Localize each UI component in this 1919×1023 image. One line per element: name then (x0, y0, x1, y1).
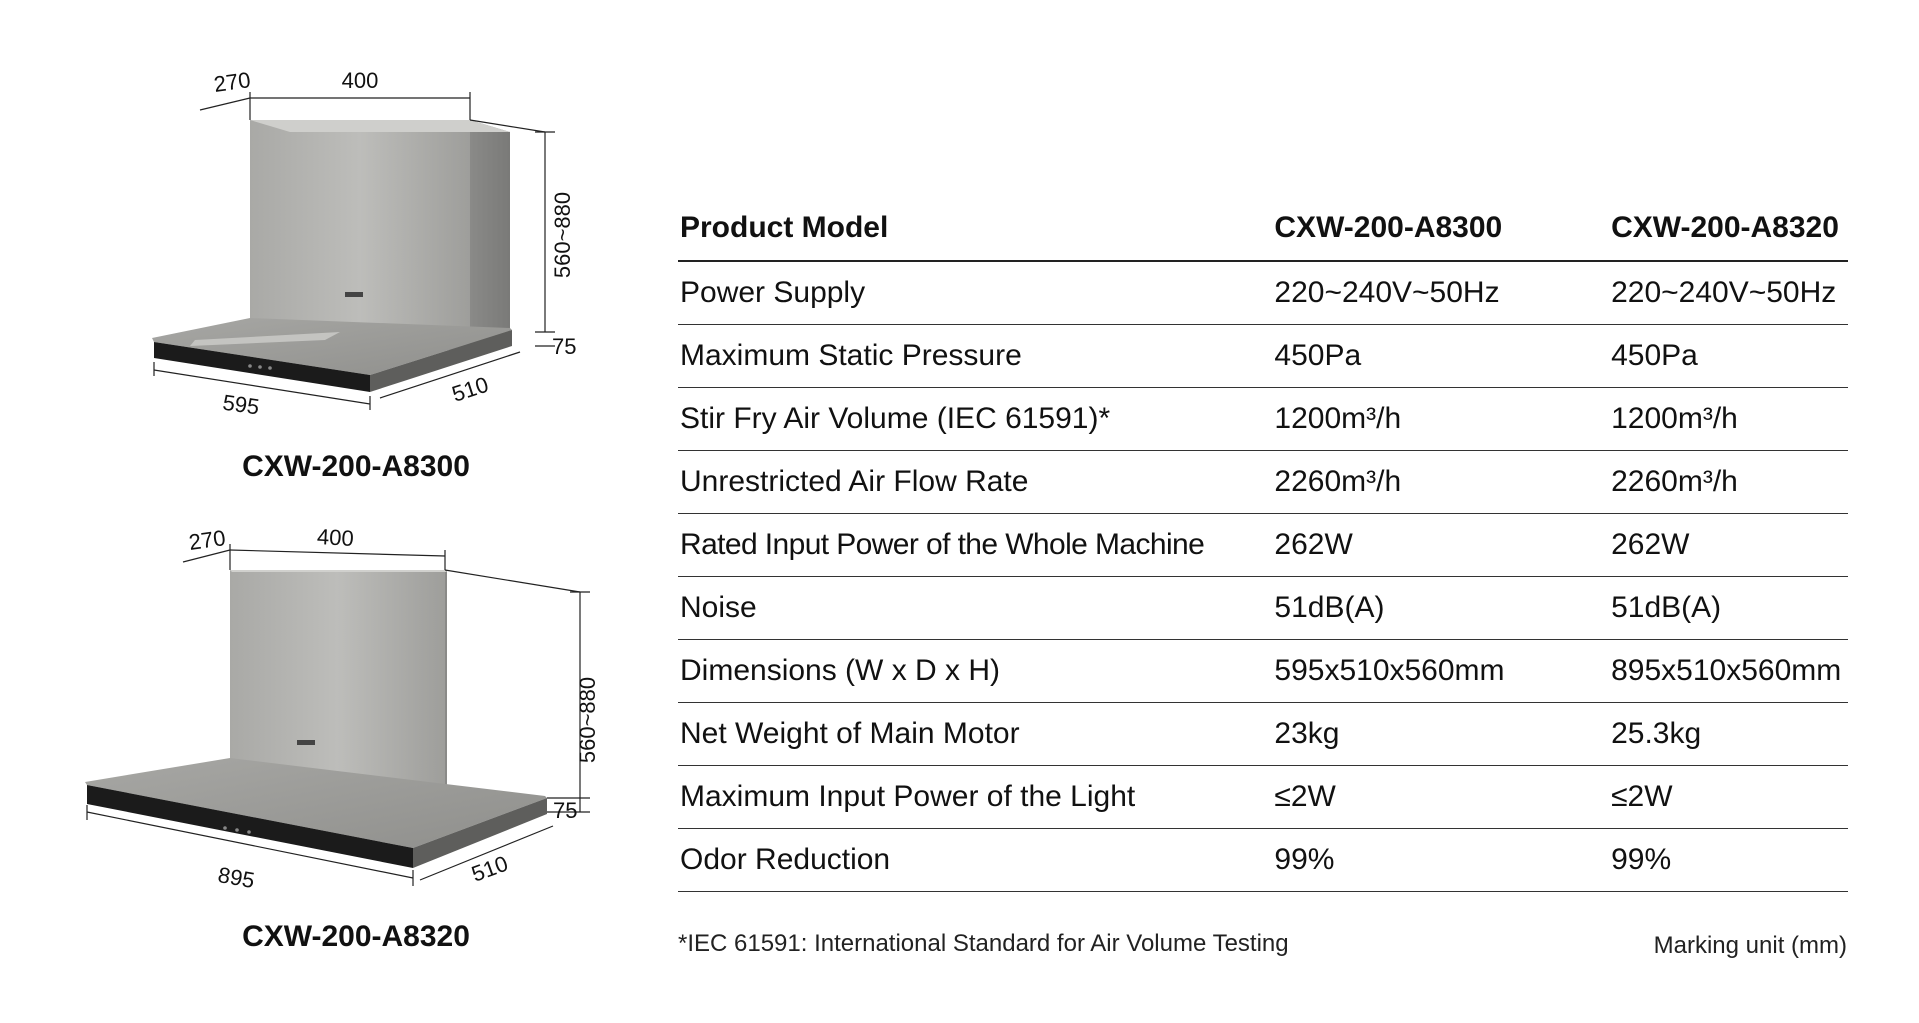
spec-value: 220~240V~50Hz (1272, 261, 1610, 325)
spec-label: Odor Reduction (678, 828, 1273, 892)
spec-label: Stir Fry Air Volume (IEC 61591)* (678, 387, 1273, 451)
table-row: Odor Reduction 99% 99% (678, 828, 1848, 892)
product-illustration-a8300: 270 400 560~880 75 595 510 (140, 70, 580, 430)
spec-value: ≤2W (1272, 765, 1610, 829)
spec-value: ≤2W (1609, 765, 1848, 829)
spec-label: Unrestricted Air Flow Rate (678, 450, 1273, 514)
spec-label: Rated Input Power of the Whole Machine (678, 513, 1273, 577)
product-illustration-a8320: 270 400 560~880 75 895 510 (75, 520, 595, 900)
spec-value: 99% (1272, 828, 1610, 892)
header-product-model: Product Model (678, 196, 1273, 262)
table-row: Maximum Static Pressure 450Pa 450Pa (678, 324, 1848, 388)
spec-value: 220~240V~50Hz (1609, 261, 1848, 325)
spec-value: 25.3kg (1609, 702, 1848, 766)
spec-value: 23kg (1272, 702, 1610, 766)
spec-value: 450Pa (1272, 324, 1610, 388)
spec-value: 51dB(A) (1609, 576, 1848, 640)
dim-top-depth: 270 (212, 70, 252, 97)
spec-value: 595x510x560mm (1272, 639, 1610, 703)
dim-height: 560~880 (550, 192, 575, 278)
spec-label: Net Weight of Main Motor (678, 702, 1273, 766)
footnote: *IEC 61591: International Standard for A… (678, 930, 1289, 957)
spec-value: 2260m³/h (1609, 450, 1848, 514)
spec-label: Maximum Static Pressure (678, 324, 1273, 388)
product-caption-a8320: CXW-200-A8320 (242, 920, 470, 953)
dim-top-depth: 270 (187, 525, 227, 555)
dim-width: 895 (216, 862, 257, 893)
spec-value: 895x510x560mm (1609, 639, 1848, 703)
dim-body: 75 (552, 334, 576, 359)
dim-body: 75 (553, 798, 577, 823)
spec-label: Noise (678, 576, 1273, 640)
table-row: Net Weight of Main Motor 23kg 25.3kg (678, 702, 1848, 766)
table-row: Dimensions (W x D x H) 595x510x560mm 895x5… (678, 639, 1848, 703)
dim-width: 595 (221, 390, 261, 420)
dim-depth: 510 (468, 851, 511, 887)
table-row: Rated Input Power of the Whole Machine 26… (678, 513, 1848, 577)
table-row: Power Supply 220~240V~50Hz 220~240V~50Hz (678, 261, 1848, 325)
dim-top-width: 400 (342, 70, 379, 93)
table-header-row: Product Model CXW-200-A8300 CXW-200-A832… (678, 196, 1848, 262)
table-row: Noise 51dB(A) 51dB(A) (678, 576, 1848, 640)
spec-value: 2260m³/h (1272, 450, 1610, 514)
header-model-a8320: CXW-200-A8320 (1609, 196, 1848, 262)
dim-top-width: 400 (316, 524, 354, 551)
spec-value: 450Pa (1609, 324, 1848, 388)
spec-label: Power Supply (678, 261, 1273, 325)
dim-height: 560~880 (575, 677, 595, 763)
table-row: Maximum Input Power of the Light ≤2W ≤2W (678, 765, 1848, 829)
header-model-a8300: CXW-200-A8300 (1272, 196, 1610, 262)
spec-label: Dimensions (W x D x H) (678, 639, 1273, 703)
spec-value: 262W (1609, 513, 1848, 577)
spec-value: 99% (1609, 828, 1848, 892)
spec-label: Maximum Input Power of the Light (678, 765, 1273, 829)
product-caption-a8300: CXW-200-A8300 (242, 450, 470, 483)
unit-note: Marking unit (mm) (1653, 932, 1847, 959)
spec-value: 1200m³/h (1609, 387, 1848, 451)
spec-value: 51dB(A) (1272, 576, 1610, 640)
spec-value: 262W (1272, 513, 1610, 577)
spec-table: Product Model CXW-200-A8300 CXW-200-A832… (678, 196, 1848, 892)
spec-value: 1200m³/h (1272, 387, 1610, 451)
table-row: Unrestricted Air Flow Rate 2260m³/h 2260m³… (678, 450, 1848, 514)
table-row: Stir Fry Air Volume (IEC 61591)* 1200m³/h… (678, 387, 1848, 451)
dim-depth: 510 (449, 372, 492, 407)
